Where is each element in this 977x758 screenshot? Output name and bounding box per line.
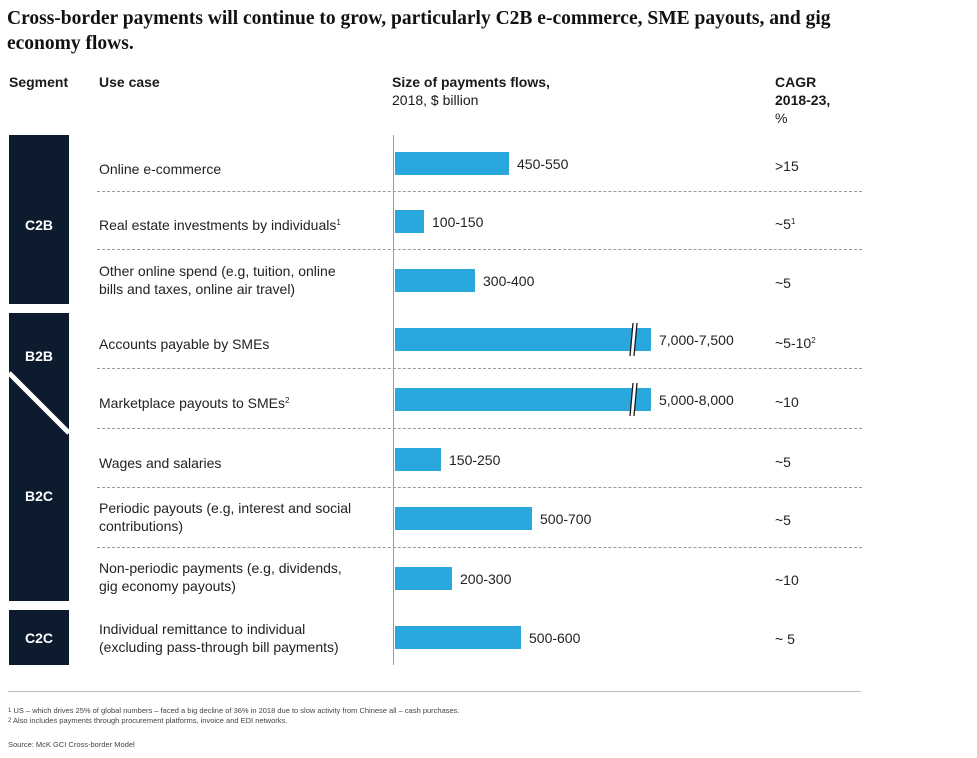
bar-value-label: 150-250 [449,452,501,468]
use-case-label: Wages and salaries [99,455,222,471]
bar-100-150 [395,210,424,233]
row-divider [97,191,862,192]
use-case-label: Accounts payable by SMEs [99,336,270,352]
use-case-label: Periodic payouts (e.g, interest and soci… [99,500,352,534]
header-size-title: Size of payments flows, [392,74,550,90]
footnote-1: 1 US – which drives 25% of global number… [8,706,460,715]
bar-axis [393,135,394,665]
axis-break-mark [629,383,638,416]
footnote-divider [8,691,861,692]
row-divider [97,547,862,548]
header-size-sub: 2018, $ billion [392,92,479,108]
row-divider [97,428,862,429]
bar-value-label: 500-600 [529,630,581,646]
use-case-label: Other online spend (e.g, tuition, online… [99,263,336,297]
bar-value-label: 450-550 [517,156,569,172]
bar-300-400 [395,269,475,292]
bar-value-label: 7,000-7,500 [659,332,734,348]
cagr-value: ~51 [775,216,796,232]
use-case-label: Non-periodic payments (e.g, dividends, gi… [99,560,342,594]
segment-label-c2c: C2C [24,630,53,646]
cagr-value: ~ 5 [775,631,795,647]
cagr-value: ~5-102 [775,335,816,351]
segment-block-b2b-b2c [9,313,69,601]
bar-500-700 [395,507,532,530]
use-case-label: Online e-commerce [99,161,222,177]
header-use-case: Use case [99,74,160,90]
bar-value-label: 5,000-8,000 [659,392,734,408]
bar-150-250 [395,448,441,471]
cagr-value: ~5 [775,512,791,528]
row-divider [97,249,862,250]
use-case-label: Individual remittance to individual (excl… [99,621,339,655]
bar-value-label: 500-700 [540,511,592,527]
row-divider [97,487,862,488]
chart-title: Cross-border payments will continue to g… [7,8,831,54]
bar-200-300 [395,567,452,590]
bar-value-label: 100-150 [432,214,484,230]
segment-label-b2c: B2C [24,488,53,504]
bar-value-label: 300-400 [483,273,535,289]
bar-value-label: 200-300 [460,571,512,587]
bar-5,000-8,000 [395,388,651,411]
segment-diagonal-separator [9,371,69,435]
cagr-value: ~10 [775,394,799,410]
segment-label-b2b: B2B [24,348,53,364]
header-cagr: CAGR 2018-23,% [775,74,831,126]
bar-7,000-7,500 [395,328,651,351]
header-segment: Segment [9,74,69,90]
source-note: Source: McK GCI Cross-border Model [8,740,135,749]
cagr-value: >15 [775,158,799,174]
segment-block-c2b [9,135,69,304]
axis-break-mark [629,323,638,356]
bar-450-550 [395,152,509,175]
header-size: Size of payments flows, 2018, $ billion [392,73,550,109]
bar-500-600 [395,626,521,649]
segment-block-c2c [9,610,69,665]
cagr-value: ~5 [775,454,791,470]
row-divider [97,368,862,369]
footnote-2: 2 Also includes payments through procure… [8,716,288,725]
cagr-value: ~5 [775,275,791,291]
use-case-label: Marketplace payouts to SMEs2 [99,395,290,411]
segment-label-c2b: C2B [24,217,53,233]
use-case-label: Real estate investments by individuals1 [99,217,341,233]
cagr-value: ~10 [775,572,799,588]
